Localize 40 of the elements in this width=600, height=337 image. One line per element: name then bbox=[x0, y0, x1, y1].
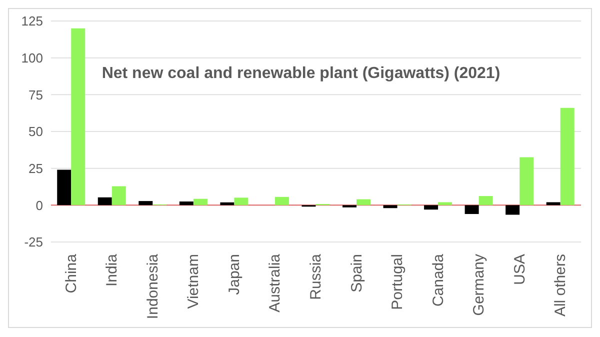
bar bbox=[546, 202, 560, 206]
bar bbox=[193, 198, 208, 206]
bar bbox=[464, 205, 479, 214]
y-tick-label: 0 bbox=[36, 198, 43, 213]
bar bbox=[112, 186, 126, 206]
bar bbox=[424, 205, 438, 210]
x-tick-label: Portugal bbox=[389, 254, 406, 310]
x-tick-label: Vietnam bbox=[185, 254, 202, 309]
bar bbox=[383, 205, 398, 208]
x-tick-label: Germany bbox=[470, 254, 488, 316]
bar bbox=[438, 202, 452, 206]
bar bbox=[98, 197, 112, 206]
y-tick-label: 50 bbox=[28, 124, 43, 140]
x-tick-label: USA bbox=[511, 254, 528, 285]
bar bbox=[506, 205, 520, 215]
x-tick-label: Australia bbox=[266, 253, 284, 312]
text: Net new coal and renewable plant (Gigawatts) (2021) bbox=[98, 65, 504, 82]
x-tick-label: Russia bbox=[308, 253, 324, 300]
x-tick-label: Indonesia bbox=[144, 253, 162, 320]
y-tick-label: 25 bbox=[28, 160, 43, 176]
bar bbox=[520, 157, 534, 206]
bar bbox=[356, 199, 370, 206]
bar bbox=[179, 201, 194, 206]
bar bbox=[274, 196, 289, 206]
x-tick-label: India bbox=[104, 253, 121, 287]
bar bbox=[71, 28, 86, 206]
bar bbox=[234, 198, 248, 206]
x-tick-label: Canada bbox=[430, 253, 447, 307]
bar bbox=[138, 201, 153, 206]
x-tick-label: Spain bbox=[348, 254, 366, 292]
x-tick-label: China bbox=[62, 253, 80, 294]
bar bbox=[57, 170, 72, 206]
y-tick-label: 125 bbox=[21, 14, 43, 29]
x-tick-label: All others bbox=[552, 254, 570, 317]
y-tick-label: -25 bbox=[24, 234, 43, 250]
bar bbox=[560, 108, 574, 206]
y-tick-label: 100 bbox=[21, 50, 43, 66]
bar bbox=[478, 196, 493, 206]
y-tick-label: 75 bbox=[28, 87, 43, 102]
x-tick-label: Japan bbox=[226, 254, 243, 295]
